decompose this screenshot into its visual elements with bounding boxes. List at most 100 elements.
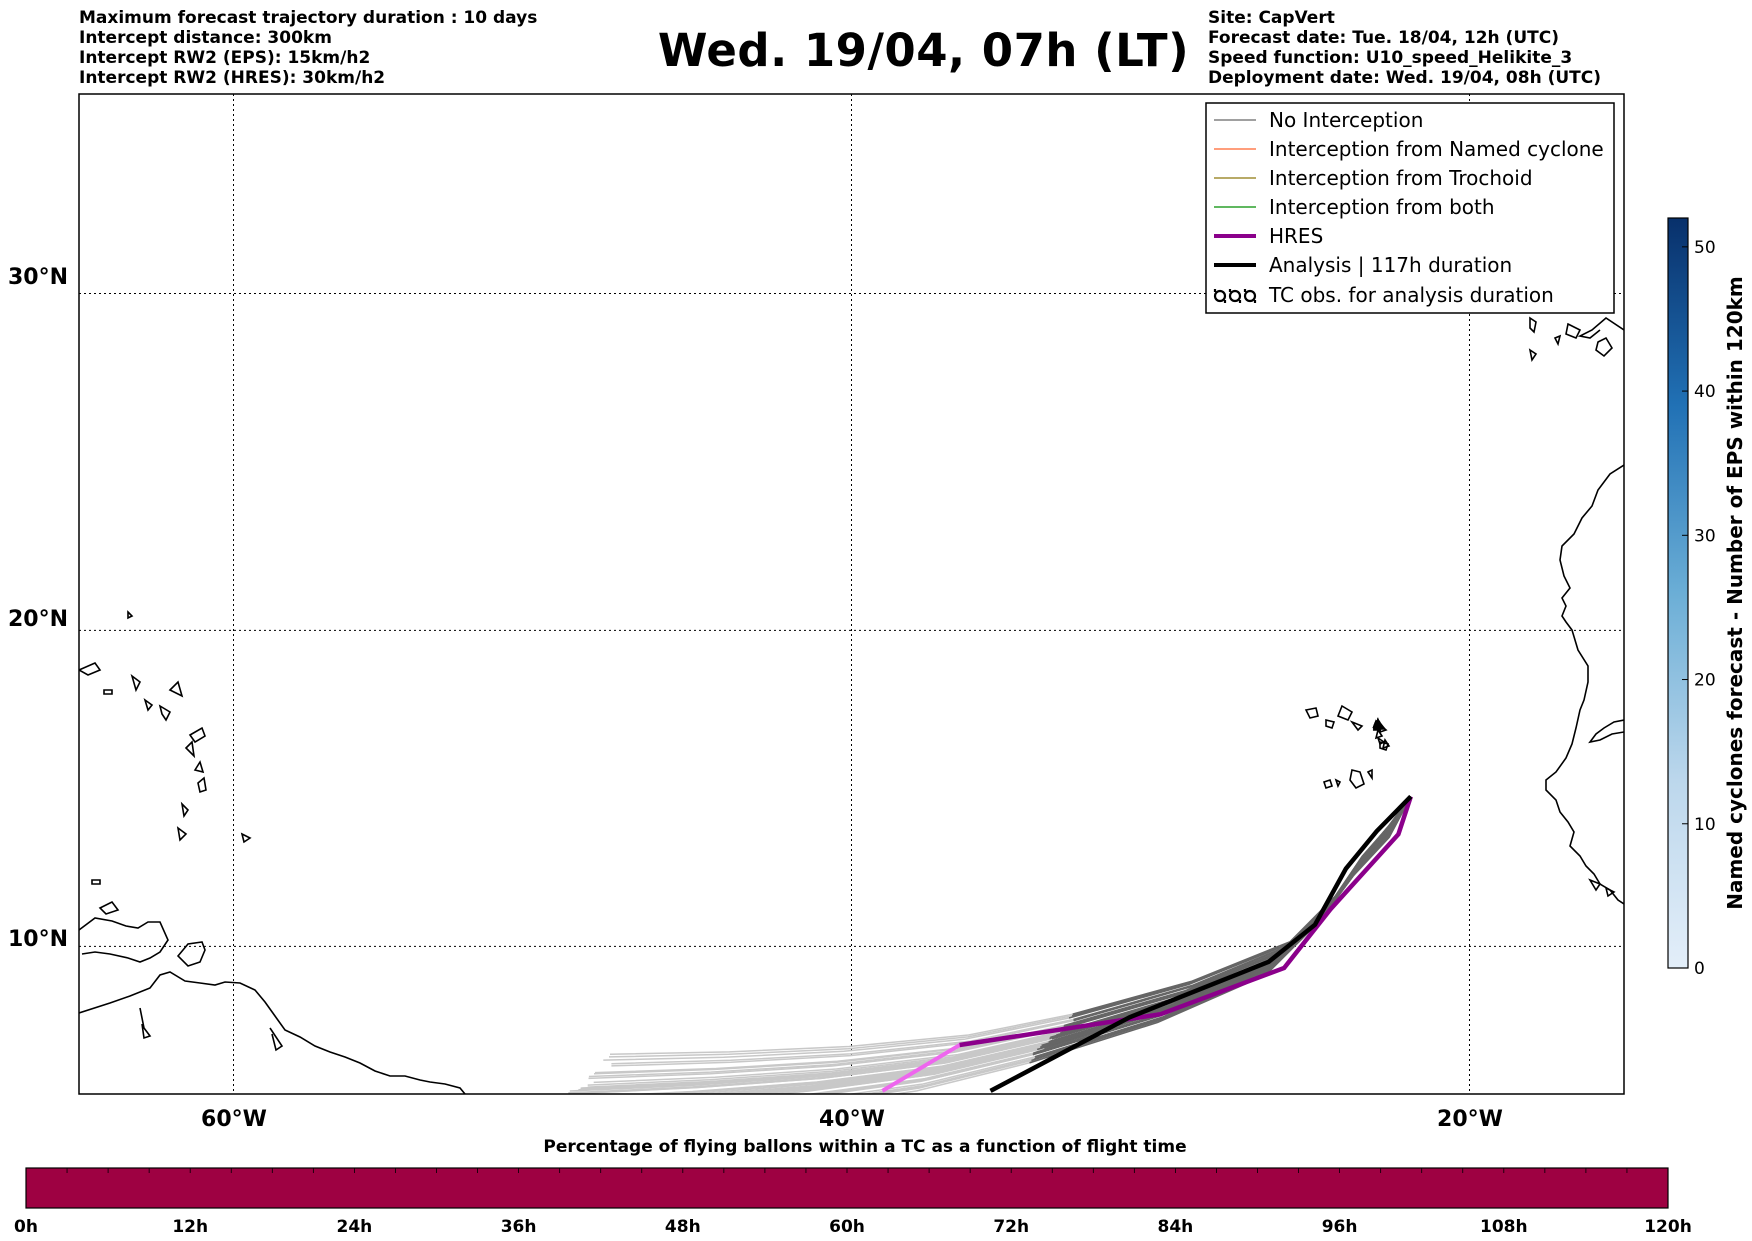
colorbar: 0 10 20 30 40 50 Named cyclones forecast - Nu… [1667,217,1747,979]
lat-labels: 30°N 20°N 10°N [8,265,68,952]
legend-label: HRES [1269,224,1323,248]
island-bissagos [1588,878,1602,892]
ensemble-trajectory-tail [580,1034,1057,1089]
header-left-info: Maximum forecast trajectory duration : 1… [79,8,537,88]
lon-label-20w: 20°W [1437,1107,1503,1132]
coastline-south-america [79,971,466,1094]
lat-label-20n: 20°N [8,607,68,632]
island [98,900,120,915]
header-right-line: Forecast date: Tue. 18/04, 12h (UTC) [1208,28,1559,48]
island [176,826,188,842]
time-bar-ticks: 0h 12h 24h 36h 48h 60h 72h 84h 96h 108h 120h [14,1168,1692,1237]
header-left-line: Maximum forecast trajectory duration : 1… [79,8,538,28]
colorbar-tick-label: 0 [1694,959,1705,979]
map-frame [78,93,1625,1095]
coastline-mouth [269,1027,284,1052]
island [143,697,154,712]
island-cabo-verde [1322,778,1334,790]
map-panel [78,93,1625,1095]
ensemble-trajectory-tail [588,1028,1061,1080]
island [158,704,172,722]
ensemble-trajectory-tail [809,1052,1034,1094]
ensemble-trajectory-tail [568,1037,1050,1094]
header-right-line: Site: CapVert [1208,8,1335,28]
coastline-trinidad [176,941,206,967]
time-bar-tick-label: 48h [665,1217,701,1237]
lon-label-40w: 40°W [819,1107,885,1132]
time-bar-tick-label: 96h [1322,1217,1358,1237]
lon-label-60w: 60°W [201,1107,267,1132]
colorbar-gradient [1667,217,1689,969]
ensemble-trajectory-tail [703,1044,1042,1094]
time-bar-title: Percentage of flying ballons within a TC… [543,1137,1186,1157]
time-bar-tick-label: 24h [337,1217,373,1237]
island-cabo-verde [1375,719,1382,732]
island-cabo-verde [1379,740,1390,752]
island [91,879,101,885]
header-right-line: Speed function: U10_speed_Helikite_3 [1208,48,1573,68]
legend-item: Interception from Trochoid [1214,166,1533,190]
colorbar-tick-label: 30 [1694,526,1716,546]
main-title-text: Wed. 19/04, 07h (LT) [657,24,1190,77]
legend-label: Analysis | 117h duration [1269,253,1512,277]
island-canary [1529,316,1537,334]
legend-label: TC obs. for analysis duration [1268,283,1554,307]
colorbar-tick-label: 10 [1694,815,1716,835]
lat-label-30n: 30°N [8,265,68,290]
ensemble-trajectory-tail [603,1017,1070,1061]
island [130,673,142,693]
header-left-line: Intercept RW2 (HRES): 30km/h2 [79,68,386,88]
island [240,832,252,844]
lat-label-10n: 10°N [8,927,68,952]
island [127,610,134,620]
ensemble-trajectory-tail [588,1027,1062,1078]
ensemble-trajectory-tail [873,1059,1032,1094]
legend-box [1205,102,1615,314]
island-cabo-verde [1349,769,1365,790]
coastline-venezuela-west [79,917,169,963]
land-outlines [79,316,1624,1094]
coastline-guiana-inlet [139,1007,152,1040]
colorbar-tick-label: 50 [1694,238,1716,258]
island-cabo-verde [1374,728,1384,740]
header-left-line: Intercept RW2 (EPS): 15km/h2 [79,48,371,68]
colorbar-tick-label: 40 [1694,382,1716,402]
island-cabo-verde [1334,778,1342,789]
time-bar-tick-label: 72h [993,1217,1029,1237]
legend: No Interception Interception from Named … [1205,102,1615,314]
time-bar-tick-label: 36h [501,1217,537,1237]
ensemble-trajectory-tail [608,1015,1073,1058]
legend-item: TC obs. for analysis duration [1213,283,1554,307]
ensemble-trajectory-tail [609,1013,1073,1055]
island-canary [1565,322,1582,340]
colorbar-ticks: 0 10 20 30 40 50 [1682,238,1716,979]
colorbar-label: Named cyclones forecast - Number of EPS … [1723,276,1747,910]
island-cabo-verde [1349,720,1364,732]
legend-item: Interception from Named cyclone [1214,137,1604,161]
ensemble-trajectory-tail [577,1037,1055,1094]
time-bar-tick-label: 60h [829,1217,865,1237]
ensemble-trajectory-tail [611,1019,1074,1067]
colorbar-tick-label: 20 [1694,671,1716,691]
island-canary [1577,316,1624,339]
island-canary [1595,336,1614,358]
main-title: Wed. 19/04, 07h (LT) [0,24,1752,77]
ensemble-trajectory-tail [747,1046,1046,1094]
time-bar-fill [25,1167,1669,1209]
ensemble-trajectory-tail [587,1032,1061,1086]
legend-item: No Interception [1214,108,1423,132]
island [188,726,206,744]
legend-label: No Interception [1269,108,1423,132]
island [193,760,205,774]
legend-label: Interception from Named cyclone [1269,137,1604,161]
legend-item: Interception from both [1214,195,1495,219]
time-bar-tick-label: 12h [172,1217,208,1237]
header-right-line: Deployment date: Wed. 19/04, 08h (UTC) [1208,68,1602,88]
ensemble-trajectory-tail [890,1062,1030,1094]
island-cabo-verde [1336,704,1354,722]
time-bar-tick-label: 120h [1644,1217,1692,1237]
legend-item: HRES [1214,224,1323,248]
ensemble-trajectory-tail [733,1046,1042,1094]
lon-labels: 60°W 40°W 20°W [201,1107,1503,1132]
